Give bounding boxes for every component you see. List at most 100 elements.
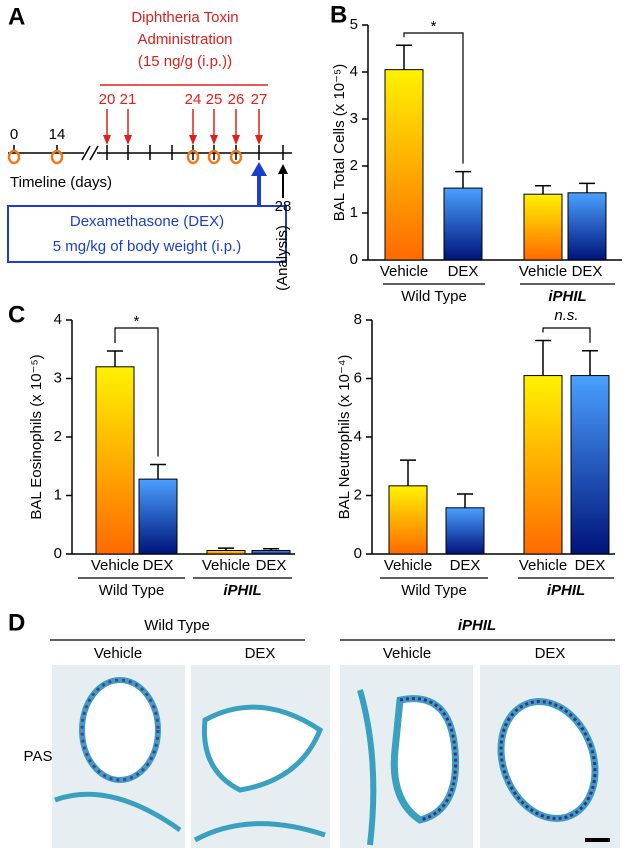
dex-marker: [7, 149, 21, 165]
y-tick-label: 5: [350, 16, 358, 33]
error-bar: [535, 184, 551, 195]
dex-marker: [186, 149, 200, 165]
error-bar: [107, 350, 123, 367]
bar: [445, 507, 485, 555]
bar: [523, 375, 563, 555]
day-label: 20: [99, 91, 116, 108]
group-label: Wild Type: [401, 288, 467, 305]
y-tick-label: 6: [354, 369, 362, 386]
y-tick-label: 0: [354, 545, 362, 562]
y-tick-label: 3: [350, 110, 358, 127]
group-label: iPHIL: [547, 582, 585, 599]
histology-headers: Wild Type iPHIL Vehicle DEX Vehicle DEX …: [24, 617, 615, 765]
stain-label: PAS: [24, 748, 53, 765]
x-tick-label: DEX: [572, 263, 603, 280]
y-axis-label: BAL Eosinophils (x 10⁻⁵): [28, 354, 45, 519]
timeline-label: Timeline (days): [10, 174, 112, 191]
error-bar: [535, 339, 551, 376]
x-tick-label: Vehicle: [91, 557, 139, 574]
y-axis-label: BAL Total Cells (x 10⁻⁵): [331, 64, 348, 222]
y-tick-label: 8: [354, 311, 362, 328]
histology-images: [52, 665, 620, 848]
panel-label: C: [8, 301, 25, 328]
analysis-label: (Analysis): [274, 225, 291, 291]
toxin-arrow-head: [255, 135, 263, 145]
image: [480, 665, 620, 848]
y-tick-label: 4: [350, 63, 358, 80]
dex-marker: [229, 149, 243, 165]
image: [52, 665, 185, 848]
dex-arrow-head: [251, 162, 267, 176]
image: [340, 665, 473, 848]
x-tick-label: DEX: [450, 557, 481, 574]
toxin-arrow-head: [232, 135, 240, 145]
error-bar: [396, 44, 412, 70]
group-label: Wild Type: [144, 617, 210, 634]
toxin-arrow-head: [124, 135, 132, 145]
bar: [567, 192, 607, 261]
y-tick-label: 2: [54, 428, 62, 445]
analysis-arrow-head: [278, 164, 288, 174]
timeline: Diphtheria Toxin Administration (15 ng/g…: [7, 9, 292, 291]
y-tick-label: 0: [54, 545, 62, 562]
bar: [138, 478, 178, 555]
bar: [206, 549, 246, 555]
day-label: 14: [49, 126, 66, 143]
group-label: iPHIL: [548, 288, 586, 305]
dex-text: Dexamethasone (DEX): [70, 213, 224, 230]
axis-break: [81, 145, 91, 161]
x-tick-label: Vehicle: [519, 263, 567, 280]
y-tick-label: 2: [354, 486, 362, 503]
chart: 0 2 4 6 8 BAL Neutrophils (x 10⁻⁴) Vehicle DEX V…: [336, 307, 615, 599]
toxin-arrow-head: [103, 135, 111, 145]
y-tick-label: 3: [54, 369, 62, 386]
x-tick-label: Vehicle: [384, 557, 432, 574]
error-bar: [455, 170, 471, 189]
error-bar: [218, 547, 234, 551]
x-tick-label: Vehicle: [202, 557, 250, 574]
dex-marker: [50, 149, 64, 165]
toxin-title: (15 ng/g (i.p.)): [138, 53, 232, 70]
error-bar: [579, 182, 595, 193]
toxin-title: Administration: [137, 31, 232, 48]
treatment-label: DEX: [245, 645, 276, 662]
treatment-label: Vehicle: [383, 645, 431, 662]
y-axis-label: BAL Neutrophils (x 10⁻⁴): [336, 355, 353, 520]
day-label: 27: [251, 91, 268, 108]
bar: [384, 69, 424, 261]
day-label: 28: [275, 198, 292, 215]
significance-label: n.s.: [554, 307, 578, 324]
y-tick-label: 4: [354, 428, 362, 445]
y-tick-label: 1: [350, 204, 358, 221]
significance-label: *: [134, 313, 140, 330]
bar: [388, 485, 428, 555]
x-tick-label: Vehicle: [519, 557, 567, 574]
bar: [523, 193, 563, 261]
significance-bracket: [114, 327, 159, 457]
error-bar: [400, 459, 416, 486]
error-bar: [457, 493, 473, 508]
error-bar: [150, 463, 166, 480]
x-tick-label: DEX: [448, 263, 479, 280]
x-tick-label: DEX: [143, 557, 174, 574]
bar: [443, 187, 483, 261]
chart: 0 1 2 3 4 5 BAL Total Cells (x 10⁻⁵) Vehicle DEX…: [331, 16, 622, 305]
treatment-label: Vehicle: [94, 645, 142, 662]
significance-bracket: [403, 32, 464, 164]
x-tick-label: Vehicle: [380, 263, 428, 280]
image: [191, 665, 330, 848]
significance-bracket: [542, 327, 591, 343]
bar: [570, 375, 610, 555]
panel-label: D: [8, 609, 25, 636]
dex-box: [7, 205, 287, 263]
x-tick-label: DEX: [575, 557, 606, 574]
day-label: 24: [185, 91, 202, 108]
y-tick-label: 2: [350, 157, 358, 174]
error-bar: [582, 349, 598, 376]
day-label: 25: [206, 91, 223, 108]
group-label: iPHIL: [223, 582, 261, 599]
y-tick-label: 1: [54, 486, 62, 503]
axis-break: [89, 145, 99, 161]
